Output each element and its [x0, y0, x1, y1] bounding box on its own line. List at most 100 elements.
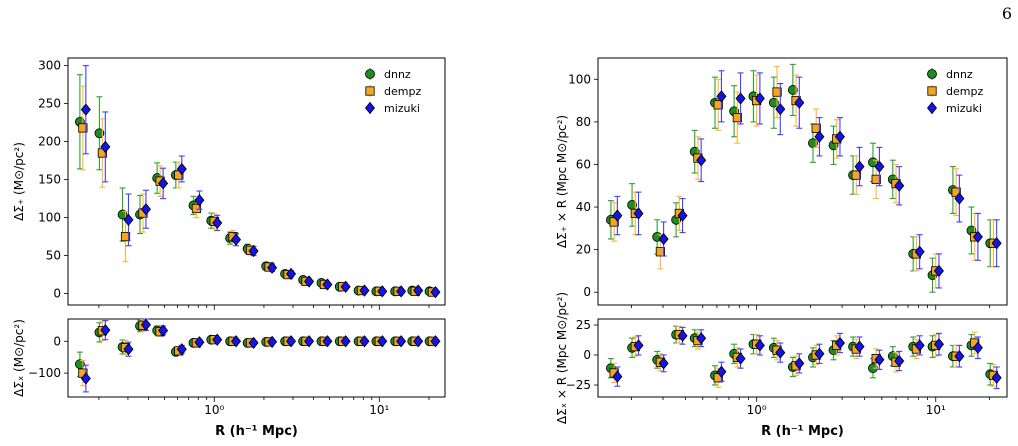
data-point-mizuki: [80, 372, 91, 385]
series-mizuki: [612, 326, 1002, 390]
panel-right-bottom: 10⁰ 10¹ −25 0 25 ΔΣₓ × R (Mpc M⊙/pc²) R (h⁻¹ M…: [555, 292, 1008, 439]
y-axis-label: ΔΣ₊ × R (Mpc M⊙/pc²): [555, 115, 569, 248]
data-point-dnnz: [768, 97, 779, 108]
legend-marker-dnnz: [365, 69, 375, 79]
series-mizuki: [612, 70, 1002, 289]
data-point-mizuki: [991, 237, 1002, 250]
legend-label-mizuki: mizuki: [946, 102, 982, 115]
data-point-mizuki: [834, 336, 845, 350]
data-point-mizuki: [696, 154, 707, 167]
data-point-mizuki: [359, 284, 370, 297]
x-tick-label: 10⁰: [747, 403, 767, 417]
data-point-mizuki: [377, 285, 388, 298]
data-point-mizuki: [231, 233, 242, 246]
data-point-mizuki: [140, 318, 151, 331]
data-point-mizuki: [176, 162, 187, 176]
data-point-mizuki: [894, 354, 905, 368]
axes-frame: [67, 318, 446, 398]
x-axis-label: R (h⁻¹ Mpc): [761, 424, 844, 439]
data-point-mizuki: [413, 284, 424, 297]
legend-marker-mizuki: [926, 101, 938, 115]
data-point-mizuki: [633, 207, 644, 220]
data-point-mizuki: [212, 333, 223, 346]
y-tick-label: 50: [46, 249, 61, 263]
x-tick-label: 10¹: [369, 403, 389, 417]
data-point-mizuki: [430, 335, 441, 348]
axes-frame: [67, 57, 446, 306]
data-point-dnnz: [94, 128, 105, 139]
y-tick-label: 150: [38, 173, 61, 187]
x-axis-label: R (h⁻¹ Mpc): [215, 424, 298, 439]
data-point-mizuki: [914, 339, 925, 352]
panel-left-bottom: 10⁰ 10¹ −100 0 ΔΣₓ (M⊙/pc²) R (h⁻¹ Mpc): [12, 318, 446, 439]
data-point-dempz: [655, 247, 665, 257]
data-point-mizuki: [377, 335, 388, 348]
data-point-mizuki: [933, 264, 944, 278]
data-point-dempz: [120, 231, 131, 242]
data-point-mizuki: [658, 232, 669, 246]
data-point-mizuki: [176, 343, 187, 356]
panel-left-top: 0 50 100 150 200 250 300 ΔΣ₊ (M⊙/pc²) dnnz dempz m…: [12, 57, 446, 310]
data-point-mizuki: [814, 130, 825, 143]
x-tick-label: 10⁰: [204, 403, 224, 417]
data-point-mizuki: [396, 285, 407, 298]
data-point-mizuki: [212, 216, 223, 230]
data-point-mizuki: [972, 341, 983, 354]
y-tick-label: 100: [568, 72, 591, 86]
data-point-dempz: [871, 174, 881, 184]
data-point-mizuki: [775, 346, 786, 359]
data-point-mizuki: [894, 179, 905, 192]
y-tick-label: 250: [38, 97, 61, 111]
y-tick-label: 0: [53, 287, 61, 301]
y-tick-label: −25: [566, 378, 591, 392]
data-point-mizuki: [286, 267, 297, 280]
data-point-mizuki: [194, 193, 205, 207]
data-point-mizuki: [267, 261, 278, 274]
data-point-mizuki: [322, 335, 333, 348]
y-axis-label: ΔΣₓ × R (Mpc M⊙/pc²): [555, 292, 569, 424]
data-point-mizuki: [413, 335, 424, 348]
data-point-dnnz: [117, 209, 128, 220]
data-point-mizuki: [100, 140, 111, 154]
data-point-mizuki: [123, 343, 134, 356]
data-point-mizuki: [140, 203, 151, 216]
data-point-mizuki: [248, 336, 259, 350]
y-tick-label: 60: [576, 157, 591, 171]
series-dempz: [78, 85, 438, 297]
series-mizuki: [80, 65, 441, 299]
data-point-mizuki: [716, 365, 727, 378]
data-point-mizuki: [794, 357, 805, 370]
data-point-mizuki: [954, 192, 965, 205]
legend-label-dempz: dempz: [384, 85, 421, 98]
data-point-mizuki: [80, 103, 91, 116]
data-point-dnnz: [787, 85, 798, 95]
data-point-mizuki: [754, 92, 765, 105]
data-point-mizuki: [794, 96, 805, 109]
data-point-dempz: [713, 100, 723, 110]
data-point-mizuki: [854, 160, 865, 173]
data-point-mizuki: [612, 370, 623, 383]
data-point-dnnz: [808, 138, 818, 149]
y-tick-label: 20: [576, 243, 591, 257]
legend-label-dnnz: dnnz: [384, 68, 411, 81]
data-point-mizuki: [854, 340, 865, 353]
data-point-mizuki: [658, 357, 669, 370]
data-point-mizuki: [933, 338, 944, 351]
data-point-dempz: [191, 203, 202, 214]
data-point-dempz: [732, 113, 742, 123]
axes-frame: [597, 318, 1008, 398]
legend-marker-dempz: [927, 86, 937, 96]
y-tick-label: 200: [38, 135, 61, 149]
y-tick-label: −100: [28, 366, 61, 380]
data-point-mizuki: [914, 245, 925, 258]
data-point-mizuki: [677, 329, 688, 342]
data-point-mizuki: [696, 332, 707, 345]
y-tick-label: 300: [38, 59, 61, 73]
data-point-mizuki: [231, 335, 242, 348]
data-point-mizuki: [633, 339, 644, 352]
series-mizuki: [80, 318, 441, 393]
data-point-mizuki: [754, 339, 765, 352]
data-point-mizuki: [834, 130, 845, 143]
data-point-mizuki: [304, 275, 315, 288]
data-point-mizuki: [716, 90, 727, 103]
